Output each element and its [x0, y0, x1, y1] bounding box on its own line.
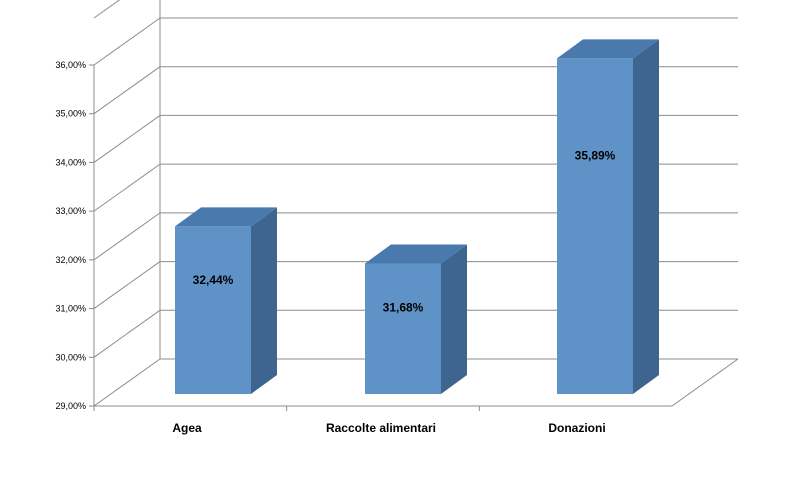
- bars: [175, 39, 659, 394]
- gridline-side: [93, 163, 161, 212]
- y-tick-label: 36,00%: [55, 60, 86, 70]
- bar-top: [557, 39, 659, 59]
- bar-1: [365, 244, 467, 394]
- axes: [89, 0, 739, 411]
- bar-0: [175, 207, 277, 394]
- bar-side: [251, 207, 277, 394]
- data-label: 35,89%: [575, 149, 616, 163]
- gridline-side: [93, 66, 161, 115]
- y-tick-label: 32,00%: [55, 255, 86, 265]
- bar-front: [557, 58, 633, 394]
- gridline-side: [93, 358, 161, 407]
- y-tick-label: 30,00%: [55, 352, 86, 362]
- bar-2: [557, 39, 659, 394]
- bar-top: [365, 244, 467, 264]
- floor-right-edge: [671, 358, 739, 407]
- side-wall-top: [93, 0, 121, 19]
- bar-front: [365, 263, 441, 394]
- bar-front: [175, 226, 251, 394]
- x-category-label: Raccolte alimentari: [326, 421, 436, 435]
- y-tick-label: 33,00%: [55, 206, 86, 216]
- y-tick-label: 29,00%: [55, 401, 86, 411]
- gridline-side: [93, 309, 161, 358]
- y-tick-label: 35,00%: [55, 109, 86, 119]
- bar-side: [633, 39, 659, 394]
- gridline-side: [93, 261, 161, 309]
- gridline-side: [93, 212, 161, 261]
- y-tick-label: 31,00%: [55, 304, 86, 314]
- data-label: 31,68%: [383, 300, 424, 314]
- gridline-side: [93, 17, 161, 66]
- x-category-label: Agea: [172, 421, 202, 435]
- data-label: 32,44%: [193, 273, 234, 287]
- bar-top: [175, 207, 277, 227]
- gridline-side: [93, 115, 161, 163]
- bar-side: [441, 244, 467, 394]
- labels: 29,00% 30,00% 31,00% 32,00% 33,00% 34,00% 35,0…: [55, 60, 615, 435]
- y-tick-label: 34,00%: [55, 157, 86, 167]
- x-category-label: Donazioni: [548, 421, 605, 435]
